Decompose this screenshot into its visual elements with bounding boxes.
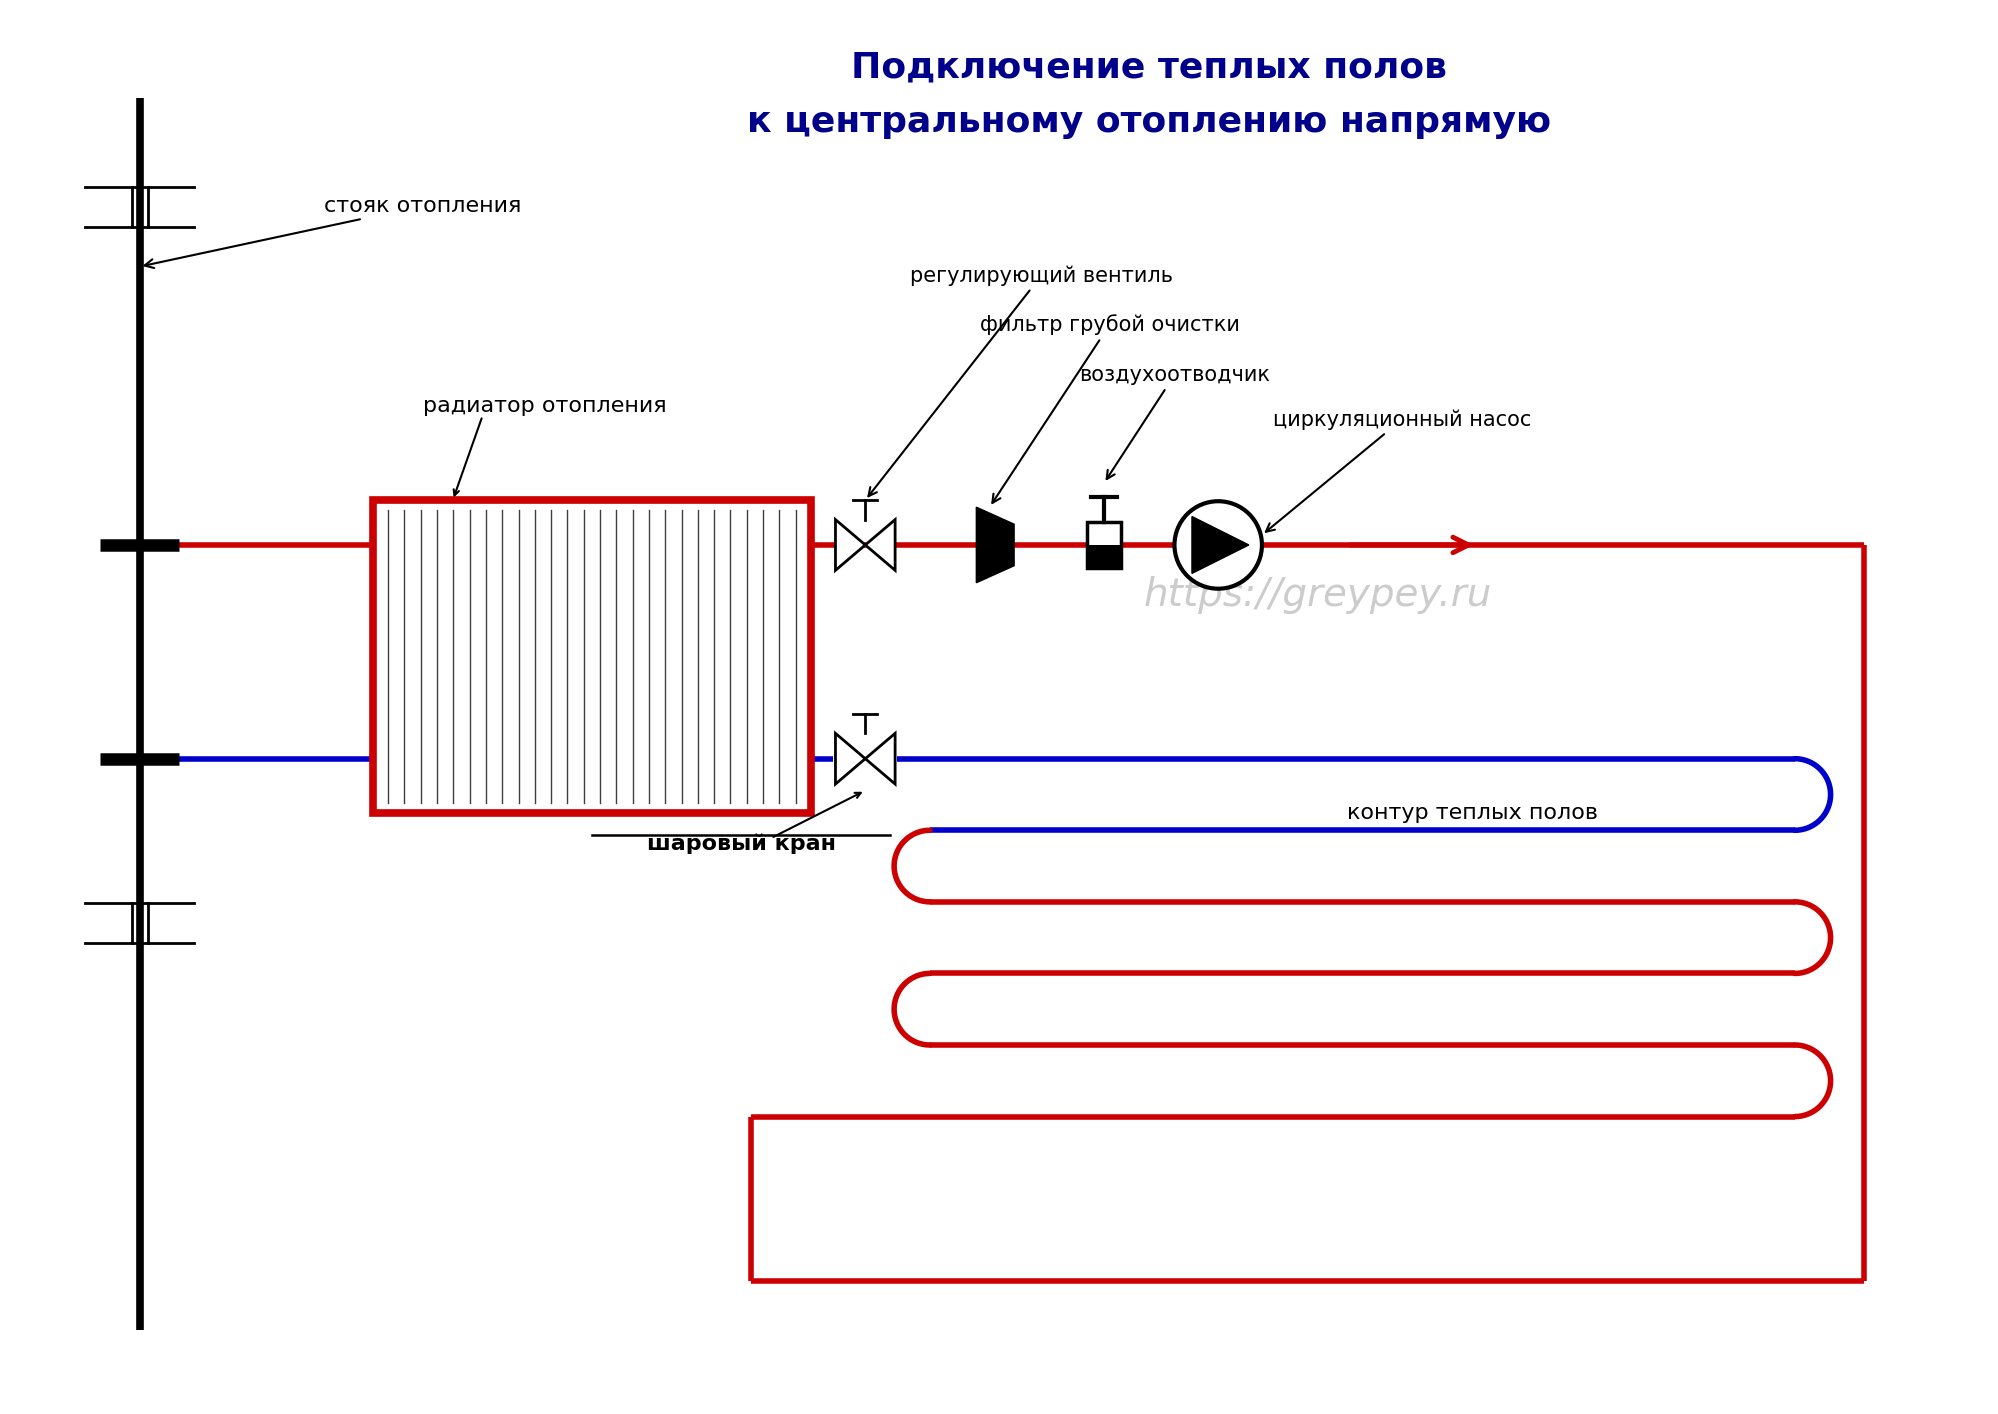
Text: контур теплых полов: контур теплых полов bbox=[1347, 803, 1598, 823]
Text: регулирующий вентиль: регулирующий вентиль bbox=[867, 264, 1173, 496]
Circle shape bbox=[1175, 501, 1261, 588]
Polygon shape bbox=[865, 734, 895, 783]
Polygon shape bbox=[1191, 516, 1249, 574]
Polygon shape bbox=[975, 508, 1013, 583]
Polygon shape bbox=[835, 734, 865, 783]
Text: шаровый кран: шаровый кран bbox=[645, 833, 835, 854]
Text: Подключение теплых полов: Подключение теплых полов bbox=[851, 51, 1447, 85]
Text: циркуляционный насос: циркуляционный насос bbox=[1265, 409, 1530, 532]
Bar bbox=[374, 501, 811, 813]
Polygon shape bbox=[835, 519, 865, 570]
Text: https://greypey.ru: https://greypey.ru bbox=[1143, 575, 1491, 614]
Bar bbox=[1087, 544, 1121, 568]
Polygon shape bbox=[865, 519, 895, 570]
Text: фильтр грубой очистки: фильтр грубой очистки bbox=[979, 314, 1239, 503]
Text: радиатор отопления: радиатор отопления bbox=[424, 396, 665, 416]
Text: к центральному отоплению напрямую: к центральному отоплению напрямую bbox=[745, 106, 1550, 140]
Text: стояк отопления: стояк отопления bbox=[144, 197, 521, 269]
Text: воздухоотводчик: воздухоотводчик bbox=[1079, 365, 1269, 479]
Bar bbox=[1087, 522, 1121, 568]
